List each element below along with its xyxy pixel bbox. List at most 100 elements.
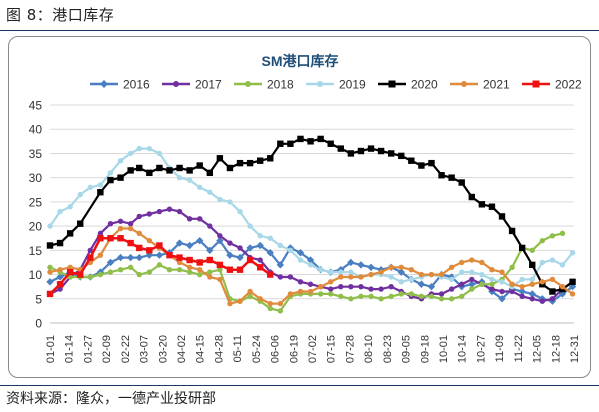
- data-point-2018: [368, 293, 374, 300]
- data-point-2021: [317, 283, 324, 290]
- data-point-2022: [97, 235, 104, 242]
- data-point-2021: [328, 279, 334, 285]
- data-point-2021: [297, 288, 304, 295]
- data-point-2021: [358, 274, 364, 280]
- data-point-2018: [166, 267, 173, 273]
- data-point-2016: [528, 290, 536, 298]
- data-point-2018: [247, 293, 253, 300]
- x-tick-label: 09-05: [401, 335, 413, 363]
- data-point-2017: [368, 286, 374, 292]
- x-tick-label: 11-09: [494, 335, 506, 362]
- data-point-2019: [267, 235, 273, 241]
- data-point-2022: [127, 239, 134, 247]
- legend-marker-2021: [461, 81, 467, 87]
- data-point-2017: [358, 283, 364, 290]
- data-point-2017: [136, 213, 142, 220]
- data-point-2018: [489, 281, 495, 287]
- data-point-2021: [287, 291, 294, 297]
- bottom-rule: [0, 385, 599, 386]
- x-tick-label: 01-14: [64, 335, 76, 363]
- data-point-2018: [428, 293, 435, 300]
- x-tick-label: 01-27: [82, 335, 94, 363]
- data-point-2022: [166, 251, 173, 259]
- data-point-2021: [569, 291, 576, 297]
- data-point-2018: [207, 269, 213, 275]
- data-point-2020: [428, 159, 435, 167]
- data-point-2018: [47, 264, 53, 270]
- data-point-2016: [518, 287, 526, 296]
- data-point-2016: [106, 258, 115, 267]
- data-point-2019: [117, 158, 124, 164]
- data-point-2018: [107, 269, 114, 275]
- data-point-2017: [297, 279, 304, 285]
- data-point-2021: [348, 274, 354, 280]
- y-tick-label: 15: [29, 244, 43, 258]
- data-point-2021: [499, 269, 505, 275]
- data-point-2020: [236, 159, 244, 167]
- data-point-2022: [246, 256, 254, 264]
- data-point-2021: [307, 288, 314, 295]
- data-point-2020: [156, 164, 163, 172]
- data-point-2019: [247, 223, 253, 229]
- data-point-2021: [207, 274, 213, 280]
- data-point-2021: [479, 259, 485, 266]
- data-point-2017: [227, 240, 233, 246]
- data-point-2019: [307, 262, 314, 268]
- data-point-2019: [519, 276, 525, 283]
- data-point-2018: [97, 271, 104, 278]
- data-point-2020: [216, 155, 224, 162]
- data-point-2016: [116, 253, 125, 262]
- data-point-2020: [97, 189, 104, 196]
- data-point-2016: [196, 236, 204, 245]
- y-tick-label: 20: [29, 220, 43, 234]
- data-point-2018: [398, 291, 404, 297]
- data-point-2022: [267, 271, 274, 278]
- data-point-2019: [549, 257, 556, 263]
- data-point-2019: [87, 184, 94, 191]
- legend-label-2018: 2018: [267, 78, 294, 92]
- data-point-2020: [307, 138, 314, 145]
- y-tick-label: 25: [29, 195, 43, 209]
- data-point-2016: [185, 241, 194, 250]
- data-point-2020: [117, 174, 124, 181]
- data-point-2018: [388, 293, 394, 300]
- data-point-2021: [398, 264, 404, 270]
- data-point-2017: [529, 296, 535, 302]
- data-point-2019: [237, 208, 243, 215]
- data-point-2019: [479, 271, 485, 278]
- data-point-2017: [328, 286, 334, 292]
- data-point-2020: [549, 288, 556, 295]
- data-point-2016: [206, 246, 214, 255]
- x-tick-label: 06-19: [288, 335, 300, 363]
- x-tick-label: 08-10: [363, 335, 375, 363]
- data-point-2021: [247, 288, 253, 295]
- data-point-2019: [408, 276, 415, 283]
- data-point-2016: [498, 295, 506, 303]
- data-point-2019: [448, 276, 455, 283]
- data-point-2021: [448, 264, 455, 270]
- x-tick-label: 03-20: [157, 335, 169, 363]
- series-line-2020: [49, 137, 574, 293]
- data-point-2020: [418, 162, 425, 169]
- x-tick-label: 04-15: [195, 335, 207, 363]
- x-tick-label: 06-06: [270, 335, 282, 363]
- data-point-2020: [107, 176, 114, 184]
- data-point-2020: [56, 239, 64, 247]
- data-point-2019: [529, 276, 535, 283]
- data-point-2020: [448, 174, 455, 181]
- data-point-2018: [358, 293, 364, 300]
- data-point-2019: [176, 174, 183, 181]
- data-point-2021: [539, 279, 546, 285]
- data-point-2020: [478, 201, 486, 208]
- data-point-2017: [166, 206, 173, 212]
- x-tick-label: 07-28: [344, 335, 356, 363]
- data-point-2018: [146, 269, 153, 275]
- data-point-2020: [186, 167, 193, 174]
- data-point-2019: [539, 259, 546, 266]
- data-point-2020: [206, 169, 213, 177]
- data-point-2021: [459, 259, 465, 266]
- data-point-2021: [136, 230, 142, 237]
- data-point-2020: [136, 164, 143, 172]
- data-point-2020: [337, 145, 344, 152]
- data-point-2017: [257, 257, 263, 263]
